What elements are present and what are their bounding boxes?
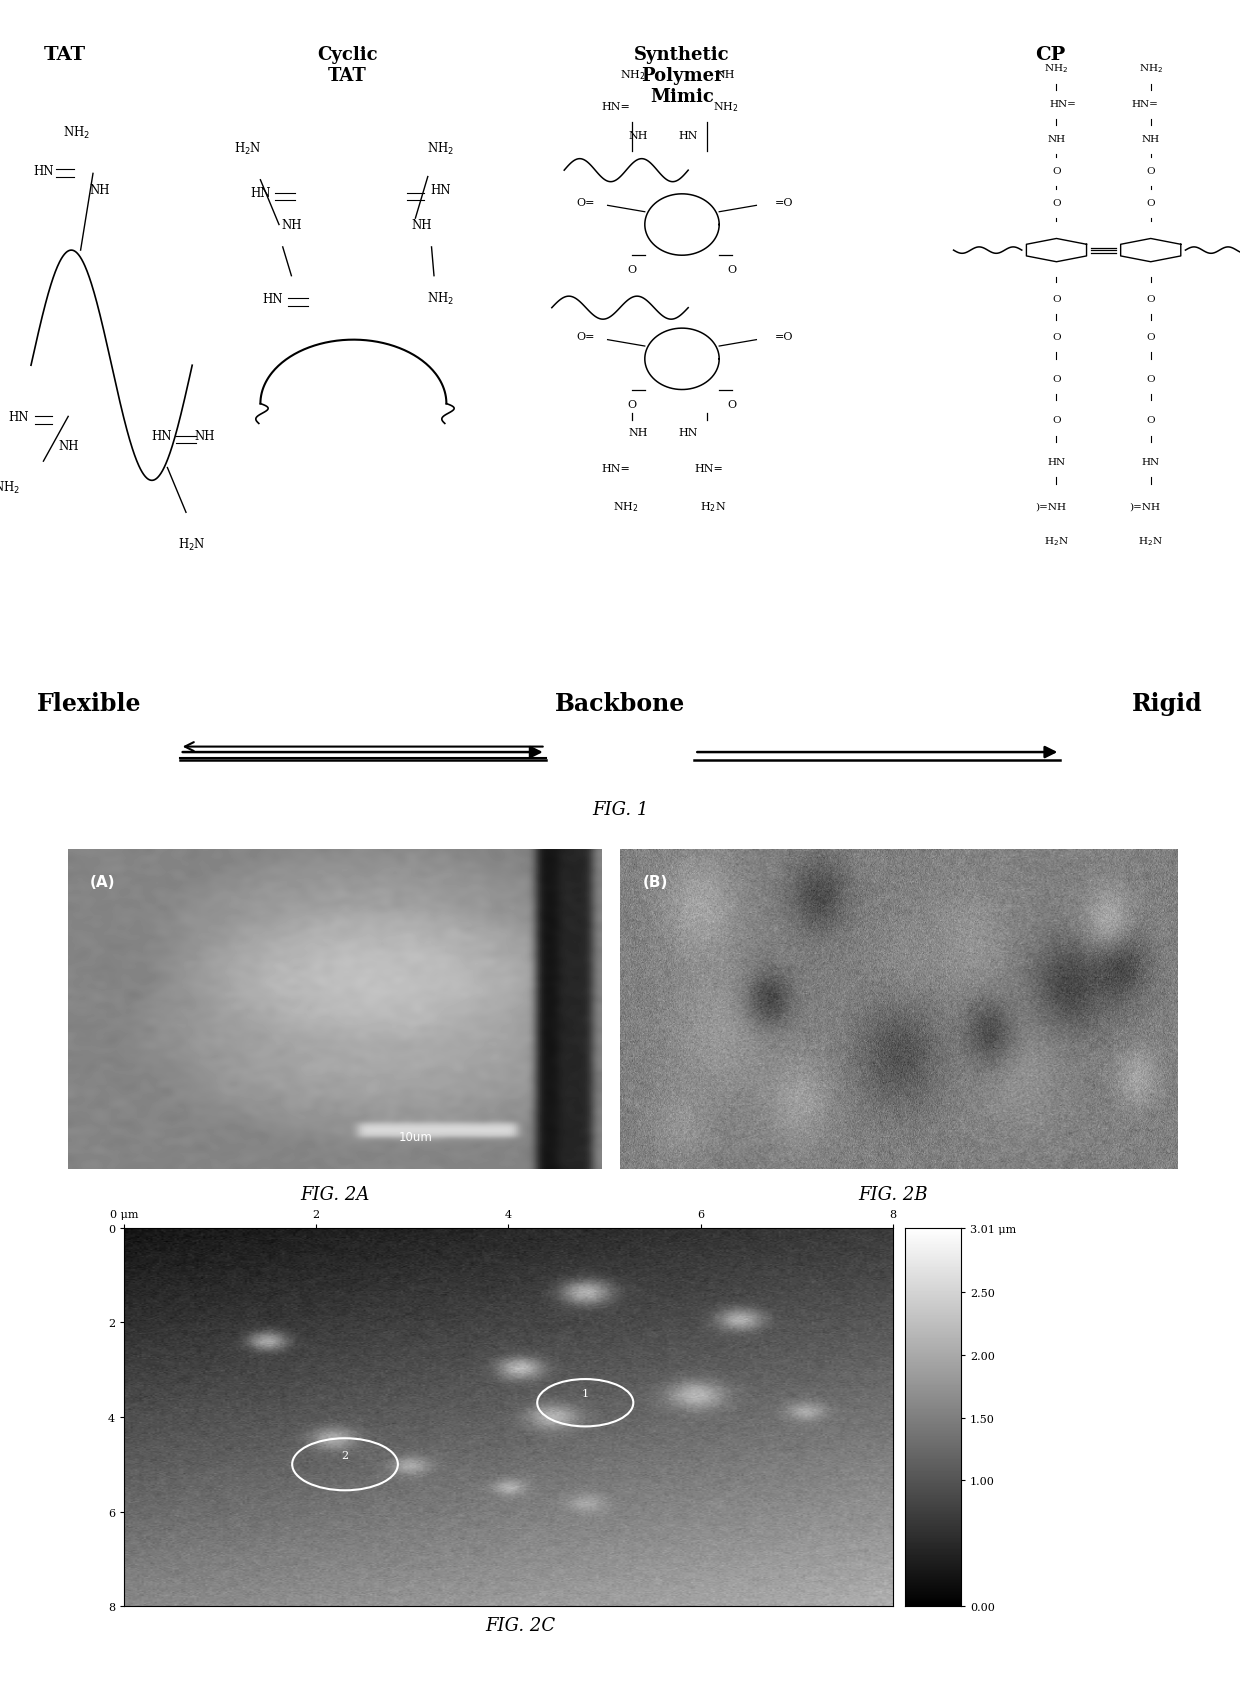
Text: =O: =O	[775, 333, 794, 341]
Text: O: O	[1147, 333, 1154, 341]
Text: Synthetic
Polymer
Mimic: Synthetic Polymer Mimic	[634, 47, 730, 106]
Text: NH$_2$: NH$_2$	[1138, 62, 1163, 76]
Text: H$_2$N: H$_2$N	[699, 500, 727, 513]
Text: HN=: HN=	[1131, 99, 1158, 108]
Text: TAT: TAT	[43, 47, 86, 64]
Text: HN: HN	[263, 293, 283, 306]
Text: HN: HN	[678, 429, 698, 437]
Text: HN: HN	[250, 187, 270, 200]
Text: O: O	[627, 399, 637, 409]
Text: O=: O=	[577, 333, 595, 341]
Text: NH: NH	[629, 131, 649, 141]
Text: O=: O=	[577, 198, 595, 209]
Text: FIG. 2B: FIG. 2B	[858, 1186, 928, 1203]
Text: HN=: HN=	[694, 463, 723, 473]
Text: 10um: 10um	[399, 1130, 433, 1144]
Text: 1: 1	[582, 1388, 589, 1398]
Text: O: O	[1147, 167, 1154, 175]
Text: HN=: HN=	[1049, 99, 1076, 108]
Text: O: O	[1147, 415, 1154, 426]
Text: FIG. 1: FIG. 1	[591, 801, 649, 817]
Text: NH$_2$: NH$_2$	[427, 141, 454, 156]
Text: HN=: HN=	[601, 463, 630, 473]
Text: O: O	[1147, 294, 1154, 303]
Text: NH$_2$: NH$_2$	[713, 101, 738, 114]
Text: HN: HN	[1048, 458, 1065, 466]
Text: NH$_2$: NH$_2$	[0, 479, 20, 496]
Text: H$_2$N: H$_2$N	[179, 537, 206, 553]
Text: NH: NH	[195, 431, 215, 442]
Text: HN: HN	[430, 183, 450, 197]
Text: (A): (A)	[89, 875, 115, 890]
Text: O: O	[1053, 167, 1060, 175]
Text: CP: CP	[1035, 47, 1065, 64]
Text: NH$_2$: NH$_2$	[63, 124, 91, 141]
Text: O: O	[1053, 415, 1060, 426]
Text: Flexible: Flexible	[37, 691, 141, 715]
Text: H$_2$N: H$_2$N	[1044, 535, 1069, 548]
Text: O: O	[1147, 375, 1154, 383]
Text: H$_2$N: H$_2$N	[1138, 535, 1163, 548]
Text: O: O	[1053, 375, 1060, 383]
Text: HN: HN	[9, 410, 29, 424]
Text: NH$_2$: NH$_2$	[427, 291, 454, 306]
Text: FIG. 2A: FIG. 2A	[300, 1186, 370, 1203]
Text: =O: =O	[775, 198, 794, 209]
Text: O: O	[1147, 198, 1154, 207]
Text: )=NH: )=NH	[1128, 503, 1161, 511]
Text: HN: HN	[678, 131, 698, 141]
Text: NH: NH	[89, 183, 109, 197]
Text: O: O	[727, 399, 737, 409]
Text: )=NH: )=NH	[1034, 503, 1065, 511]
Text: Backbone: Backbone	[554, 691, 686, 715]
Text: HN: HN	[1142, 458, 1159, 466]
Text: O: O	[627, 266, 637, 276]
Text: NH$_2$: NH$_2$	[620, 69, 645, 82]
Text: O: O	[1053, 198, 1060, 207]
Text: Rigid: Rigid	[1132, 691, 1203, 715]
Text: NH: NH	[1048, 135, 1065, 143]
Text: O: O	[727, 266, 737, 276]
Text: FIG. 2C: FIG. 2C	[486, 1616, 556, 1633]
Text: HN=: HN=	[601, 103, 630, 113]
Text: NH: NH	[281, 219, 301, 232]
Text: NH: NH	[715, 71, 735, 81]
Text: (B): (B)	[642, 875, 667, 890]
Text: NH: NH	[58, 439, 78, 452]
Text: NH: NH	[1142, 135, 1159, 143]
Text: NH: NH	[412, 219, 432, 232]
Text: Cyclic
TAT: Cyclic TAT	[317, 47, 377, 86]
Text: HN: HN	[33, 165, 53, 178]
Text: NH: NH	[629, 429, 649, 437]
Text: O: O	[1053, 333, 1060, 341]
Text: HN: HN	[151, 431, 171, 442]
Text: H$_2$N: H$_2$N	[234, 141, 262, 156]
Text: NH$_2$: NH$_2$	[1044, 62, 1069, 76]
Text: 2: 2	[341, 1450, 348, 1460]
Text: O: O	[1053, 294, 1060, 303]
Text: NH$_2$: NH$_2$	[614, 500, 639, 513]
